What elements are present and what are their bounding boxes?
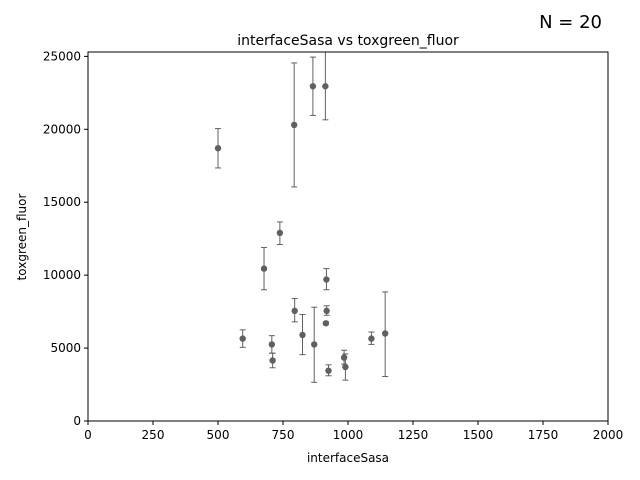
chart-title: interfaceSasa vs toxgreen_fluor [237, 33, 459, 49]
y-tick-label: 20000 [43, 122, 81, 136]
y-ticks: 0 5000 10000 15000 20000 25000 [43, 49, 88, 428]
x-tick-label: 1750 [528, 428, 559, 442]
data-point [276, 229, 284, 237]
x-tick-label: 500 [207, 428, 230, 442]
data-point [323, 276, 330, 283]
y-tick-label: 25000 [43, 49, 81, 63]
data-point [260, 265, 268, 272]
data-point [340, 354, 348, 361]
x-tick-label: 750 [272, 428, 295, 442]
data-point [214, 145, 222, 152]
data-point [309, 83, 317, 90]
y-tick-label: 15000 [43, 195, 81, 209]
data-point [268, 341, 276, 348]
sample-size-annotation: N = 20 [539, 12, 602, 33]
y-tick-label: 5000 [50, 341, 81, 355]
x-tick-label: 1250 [398, 428, 429, 442]
x-tick-label: 1000 [333, 428, 364, 442]
x-axis-label: interfaceSasa [307, 451, 389, 465]
data-point [299, 331, 306, 339]
x-tick-label: 0 [84, 428, 92, 442]
data-point [323, 307, 330, 315]
y-tick-label: 10000 [43, 268, 81, 282]
y-axis-label: toxgreen_fluor [15, 194, 29, 281]
data-points [214, 83, 389, 374]
y-tick-label: 0 [73, 414, 81, 428]
data-point [342, 363, 349, 371]
data-point [322, 320, 330, 327]
data-point [269, 357, 276, 364]
data-point [381, 330, 389, 337]
data-point [311, 341, 318, 348]
data-point [325, 367, 332, 374]
data-point [322, 83, 329, 90]
x-tick-label: 1500 [463, 428, 494, 442]
x-tick-label: 2000 [593, 428, 624, 442]
data-point [239, 335, 246, 342]
data-point [368, 335, 375, 342]
x-tick-label: 250 [142, 428, 165, 442]
data-point [290, 121, 298, 129]
x-ticks: 0 250 500 750 1000 1250 1500 1750 2000 [84, 421, 623, 442]
data-point [291, 307, 298, 315]
